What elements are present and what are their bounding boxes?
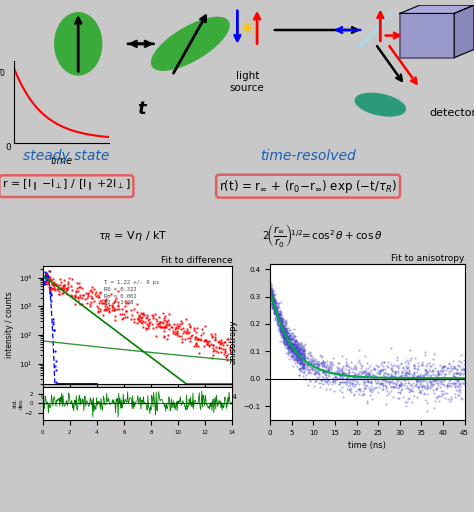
Polygon shape: [454, 5, 474, 58]
Text: r = [I$_\parallel$ $-$I$_\perp$] / [I$_\parallel$ $+$2I$_\perp$]: r = [I$_\parallel$ $-$I$_\perp$] / [I$_\…: [2, 178, 131, 194]
Polygon shape: [400, 5, 474, 13]
Text: 0: 0: [6, 143, 11, 153]
Text: Fit to difference: Fit to difference: [161, 257, 232, 265]
Text: r(t) = r$_\infty$ $+$ (r$_0$$-$r$_\infty$) exp ($-$t/$\tau_R$): r(t) = r$_\infty$ $+$ (r$_0$$-$r$_\infty…: [219, 178, 397, 195]
Text: Fit to anisotropy: Fit to anisotropy: [391, 254, 465, 263]
Y-axis label: anisotropy: anisotropy: [229, 319, 238, 364]
X-axis label: time (ns): time (ns): [348, 441, 386, 450]
Text: $\bfit{t}$: $\bfit{t}$: [137, 100, 148, 118]
Text: light
source: light source: [230, 72, 264, 93]
Text: τ = 1.22 +/- 0 ps
R0 = 0.322
R∞ = 0.002
χ2 = 1.08: τ = 1.22 +/- 0 ps R0 = 0.322 R∞ = 0.002 …: [104, 281, 159, 305]
Text: steady state: steady state: [23, 149, 109, 163]
Text: time-resolved: time-resolved: [260, 149, 356, 163]
Text: detector: detector: [429, 108, 474, 118]
FancyBboxPatch shape: [400, 13, 454, 58]
Ellipse shape: [152, 17, 229, 70]
Text: $\tau_R$ = V$\eta$ / kT: $\tau_R$ = V$\eta$ / kT: [98, 229, 167, 243]
Text: $2\!\left(\dfrac{r_{\infty}}{r_0}\right)^{\!1/2}\!\!=\cos^2\theta+\cos\theta$: $2\!\left(\dfrac{r_{\infty}}{r_0}\right)…: [262, 222, 383, 249]
Text: $r_0$: $r_0$: [0, 66, 7, 79]
Text: ☀: ☀: [236, 18, 258, 42]
X-axis label: time / ns: time / ns: [119, 406, 156, 414]
Text: time: time: [51, 156, 73, 166]
Ellipse shape: [55, 13, 102, 75]
Y-axis label: std.
dev.: std. dev.: [13, 397, 23, 409]
Y-axis label: intensity / counts: intensity / counts: [5, 292, 14, 358]
Ellipse shape: [356, 93, 405, 116]
